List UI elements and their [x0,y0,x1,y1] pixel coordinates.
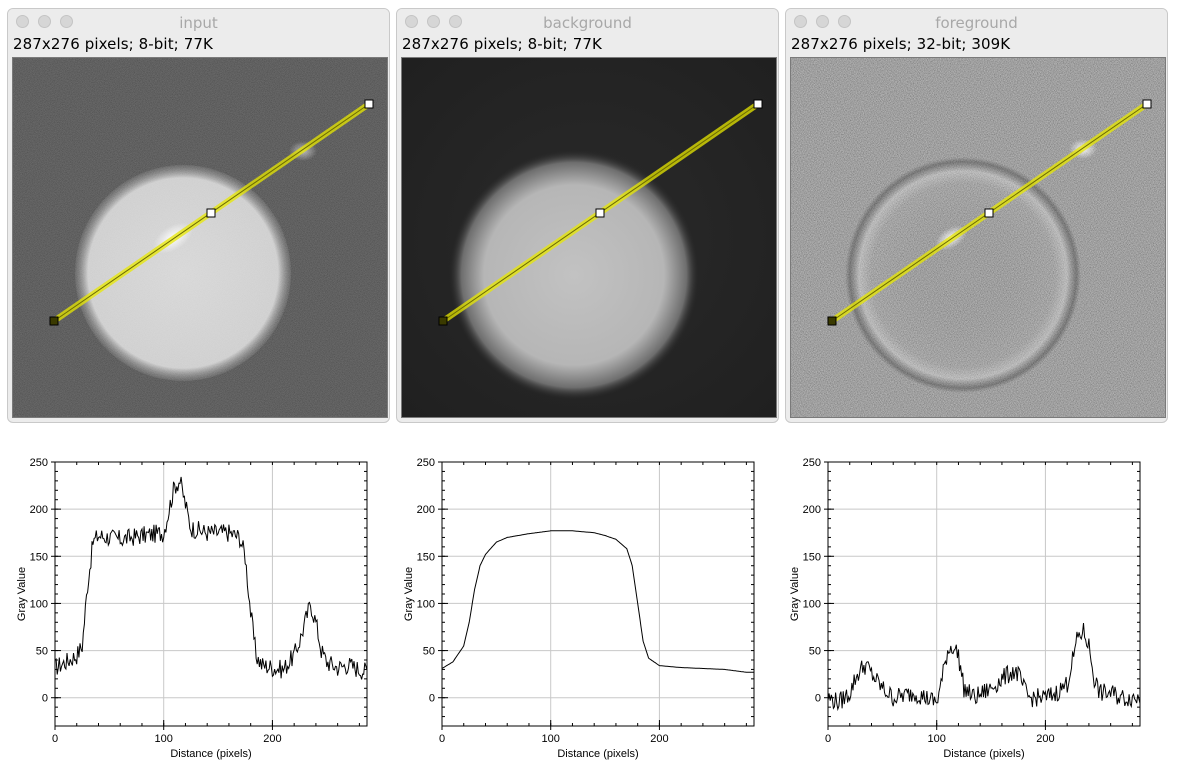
plot-frame [441,461,755,727]
plot-svg: 0 100 200 0 50 100 150 200 250 Distance (pixels) G… [789,457,1141,760]
image-window-background[interactable]: background 287x276 pixels; 8-bit; 77K [396,8,779,423]
y-tick-label: 50 [36,646,48,658]
y-axis-label: Gray Value [789,567,801,621]
window-title: input [179,14,218,32]
zoom-button[interactable] [449,15,462,28]
image-info-text: 287x276 pixels; 32-bit; 309K [791,35,1011,53]
plot-svg: 0 100 200 0 50 100 150 200 250 Distance (pixels) G… [16,457,368,760]
image-foreground[interactable] [791,58,1166,418]
profile-plot-background: 0 100 200 0 50 100 150 200 250 Distance (pixels) G… [397,440,767,762]
y-tick-label: 0 [815,693,821,705]
image-window-foreground[interactable]: foreground 287x276 pixels; 32-bit; 309K [785,8,1168,423]
y-tick-label: 0 [42,693,48,705]
plot-svg: 0 100 200 0 50 100 150 200 250 Distance (pixels) G… [403,457,755,760]
window-titlebar[interactable]: background [397,9,778,35]
y-axis-label: Gray Value [16,567,28,621]
line-handle-mid[interactable] [984,208,994,218]
line-handle-end[interactable] [753,99,763,109]
x-tick-label: 200 [650,733,668,745]
image-background[interactable] [402,58,777,418]
y-tick-label: 50 [809,646,821,658]
x-tick-label: 0 [52,733,58,745]
y-tick-label: 250 [417,457,435,469]
x-axis-label: Distance (pixels) [557,748,638,760]
y-tick-label: 0 [429,693,435,705]
profile-line [54,476,368,680]
close-button[interactable] [794,15,807,28]
zoom-button[interactable] [60,15,73,28]
line-handle-start[interactable] [49,316,59,326]
line-handle-end[interactable] [1142,99,1152,109]
y-tick-label: 150 [30,551,48,563]
line-handle-mid[interactable] [206,208,216,218]
close-button[interactable] [405,15,418,28]
x-tick-label: 0 [439,733,445,745]
y-tick-label: 50 [423,646,435,658]
minimize-button[interactable] [427,15,440,28]
minimize-button[interactable] [816,15,829,28]
y-tick-label: 200 [30,504,48,516]
y-tick-label: 100 [30,598,48,610]
y-tick-label: 250 [30,457,48,469]
x-tick-label: 200 [263,733,281,745]
x-axis-label: Distance (pixels) [943,748,1024,760]
y-tick-label: 250 [803,457,821,469]
line-handle-start[interactable] [827,316,837,326]
y-tick-label: 100 [417,598,435,610]
line-handle-mid[interactable] [595,208,605,218]
window-controls [794,15,851,28]
y-axis-label: Gray Value [403,567,415,621]
window-title: background [543,14,632,32]
zoom-button[interactable] [838,15,851,28]
image-canvas[interactable] [12,57,388,418]
profile-line [441,530,754,673]
x-axis-label: Distance (pixels) [170,748,251,760]
image-window-input[interactable]: input 287x276 pixels; 8-bit; 77K [7,8,390,423]
y-tick-label: 150 [417,551,435,563]
image-info-text: 287x276 pixels; 8-bit; 77K [402,35,602,53]
window-title: foreground [935,14,1018,32]
window-titlebar[interactable]: input [8,9,389,35]
y-tick-label: 200 [803,504,821,516]
x-tick-label: 200 [1036,733,1054,745]
y-tick-label: 150 [803,551,821,563]
x-tick-label: 100 [928,733,946,745]
x-tick-label: 0 [825,733,831,745]
image-canvas[interactable] [790,57,1166,418]
window-controls [16,15,73,28]
plot-frame [54,461,368,727]
image-canvas[interactable] [401,57,777,418]
profile-plot-foreground: 0 100 200 0 50 100 150 200 250 Distance (pixels) G… [783,440,1153,762]
y-tick-label: 200 [417,504,435,516]
x-tick-label: 100 [155,733,173,745]
close-button[interactable] [16,15,29,28]
window-controls [405,15,462,28]
image-info-text: 287x276 pixels; 8-bit; 77K [13,35,213,53]
minimize-button[interactable] [38,15,51,28]
y-tick-label: 100 [803,598,821,610]
line-handle-start[interactable] [438,316,448,326]
profile-plot-input: 0 100 200 0 50 100 150 200 250 Distance (pixels) G… [10,440,380,762]
profile-line [827,623,1141,712]
image-input[interactable] [13,58,388,418]
line-handle-end[interactable] [364,99,374,109]
window-titlebar[interactable]: foreground [786,9,1167,35]
x-tick-label: 100 [542,733,560,745]
